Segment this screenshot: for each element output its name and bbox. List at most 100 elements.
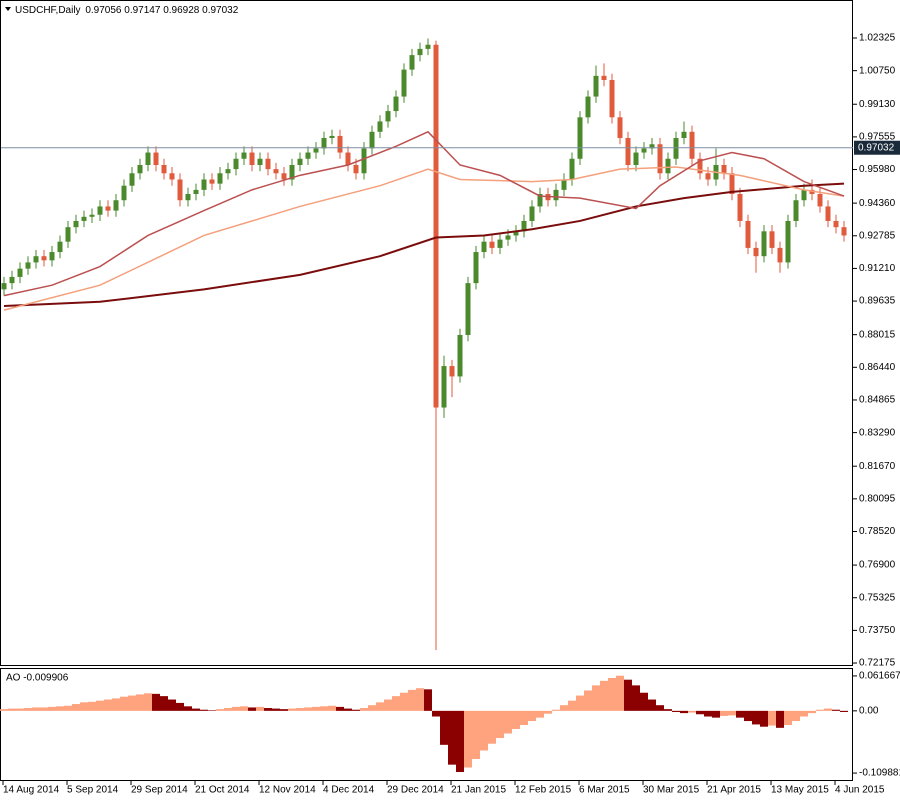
candle-body	[537, 194, 543, 207]
ao-bar	[736, 710, 744, 718]
ao-bar	[352, 709, 360, 711]
x-tick-label: 21 Oct 2014	[195, 785, 250, 796]
x-tick-label: 21 Jan 2015	[451, 785, 506, 796]
candle-body	[769, 231, 775, 248]
candle-body	[809, 189, 815, 195]
candle-body	[457, 334, 463, 377]
ao-bar	[800, 710, 808, 717]
candle-body	[249, 152, 255, 165]
x-tick-label: 5 Sep 2014	[67, 785, 119, 796]
candle-body	[801, 189, 807, 201]
candle-body	[161, 164, 167, 174]
candle-body	[89, 214, 95, 217]
ao-bar	[448, 710, 456, 765]
ao-bar	[568, 700, 576, 711]
ao-bar	[248, 707, 256, 711]
candle-body	[729, 173, 735, 195]
ao-bar	[120, 696, 128, 711]
y-tick-label: 0.92785	[859, 230, 896, 241]
ao-bar	[704, 710, 712, 717]
ao-bar	[200, 709, 208, 711]
candle-body	[793, 200, 799, 221]
ao-bar	[160, 696, 168, 711]
ao-bar	[400, 692, 408, 711]
ao-bar	[440, 710, 448, 745]
ao-pane	[0, 668, 853, 781]
ao-bar	[784, 710, 792, 726]
ao-bar	[88, 701, 96, 711]
ao-bar	[16, 708, 24, 711]
candle-body	[105, 206, 111, 211]
ao-bar	[544, 710, 552, 714]
candle-body	[145, 152, 151, 165]
current-price-box	[854, 140, 900, 155]
ao-bar	[96, 700, 104, 711]
candle-body	[513, 231, 519, 236]
ao-bar	[112, 698, 120, 711]
y-tick-label: 0.91210	[859, 263, 896, 274]
candle-body	[433, 44, 439, 408]
candle-body	[81, 216, 87, 221]
ao-bar	[656, 705, 664, 711]
candle-body	[825, 206, 831, 221]
candle-body	[177, 179, 183, 201]
moving-average	[3, 130, 845, 297]
ao-bar	[168, 699, 176, 711]
ao-bar	[488, 710, 496, 744]
y-tick-label: 0.95980	[859, 164, 896, 175]
candle-body	[409, 55, 415, 70]
ao-bar	[40, 707, 48, 711]
ao-bar	[776, 710, 784, 728]
x-tick-label: 6 Mar 2015	[579, 785, 630, 796]
ao-bar	[528, 710, 536, 722]
header-open: 0.97056	[85, 5, 122, 16]
ao-bar	[728, 710, 736, 716]
candle-body	[529, 206, 535, 221]
candle-body	[617, 117, 623, 139]
candle-body	[481, 241, 487, 253]
ao-bar	[264, 708, 272, 711]
ao-bar	[384, 699, 392, 711]
ao-bar	[584, 690, 592, 711]
x-tick-label: 14 Aug 2014	[3, 785, 60, 796]
ao-bar	[472, 710, 480, 759]
ao-bar	[648, 699, 656, 711]
ao-bar	[392, 696, 400, 711]
candle-body	[625, 138, 631, 165]
y-tick-label: 0.00	[859, 705, 879, 716]
ao-bar	[504, 710, 512, 734]
candle-body	[505, 235, 511, 240]
header-high: 0.97147	[124, 5, 161, 16]
ao-bar	[0, 709, 8, 711]
ao-bar	[616, 675, 624, 711]
ao-bar	[144, 693, 152, 711]
moving-average	[3, 182, 845, 307]
candle-body	[97, 206, 103, 215]
candle-body	[65, 227, 71, 242]
ao-bar	[624, 679, 632, 711]
ao-bar	[464, 710, 472, 768]
candle-body	[465, 283, 471, 335]
candle-body	[113, 200, 119, 211]
y-tick-label: 0.83290	[859, 427, 896, 438]
candle-body	[1, 283, 7, 290]
indicator-label: AO -0.009906	[6, 673, 69, 684]
menu-triangle	[5, 7, 11, 11]
x-tick-label: 29 Dec 2014	[387, 785, 444, 796]
ao-bar	[416, 688, 424, 711]
candle-body	[737, 194, 743, 221]
candle-body	[57, 241, 63, 253]
y-tick-label: 0.72175	[859, 658, 896, 669]
ao-bar	[840, 710, 848, 712]
candle-body	[337, 135, 343, 153]
ao-bar	[48, 706, 56, 711]
ao-bar	[224, 708, 232, 711]
candle-body	[553, 189, 559, 201]
y-tick-label: 1.02325	[859, 33, 896, 44]
candle-body	[521, 220, 527, 232]
candle-body	[241, 152, 247, 159]
ao-bar	[576, 695, 584, 711]
ao-bar	[816, 709, 824, 711]
candle-body	[401, 69, 407, 97]
